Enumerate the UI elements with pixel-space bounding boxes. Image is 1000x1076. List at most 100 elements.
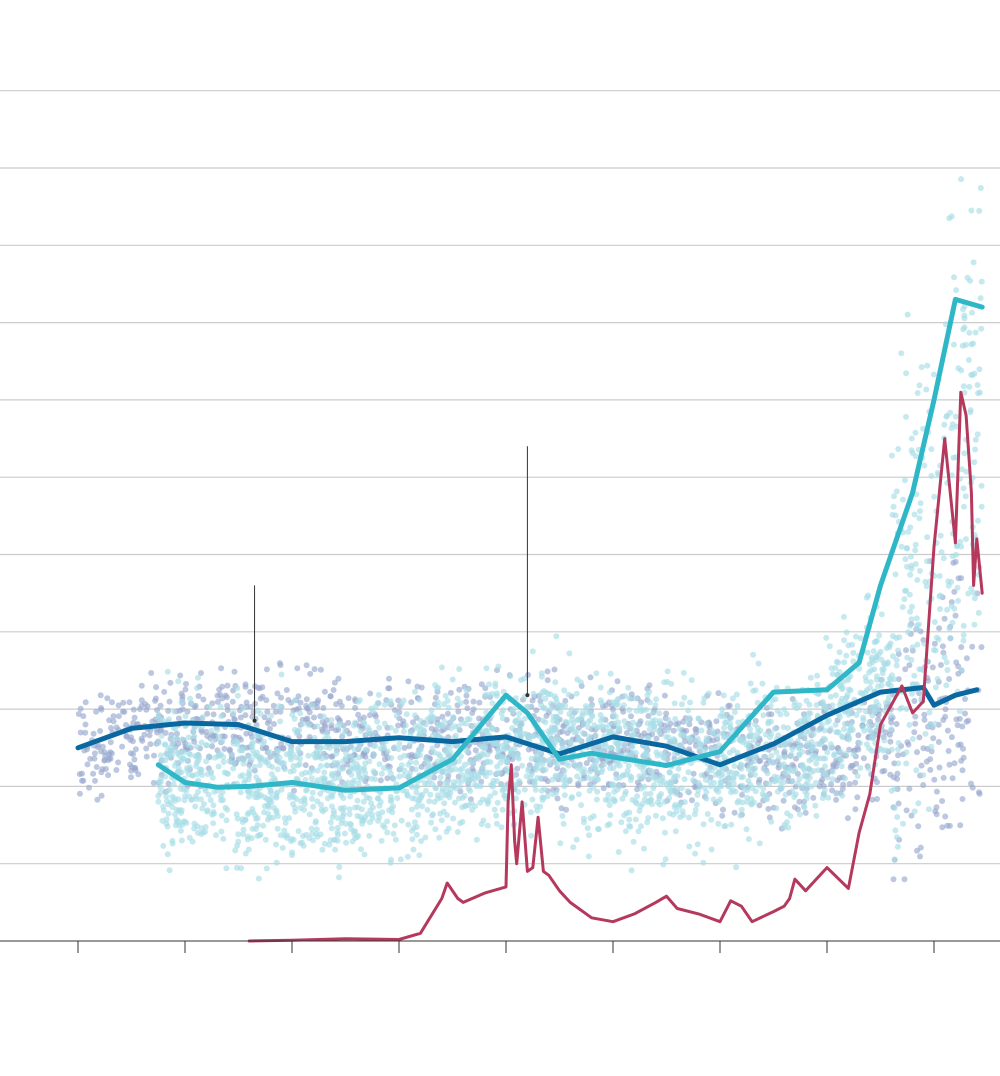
scatter-point-cloud_b bbox=[313, 826, 320, 833]
scatter-point-cloud_b bbox=[430, 811, 436, 818]
scatter-point-cloud_b bbox=[324, 795, 331, 802]
scatter-point-cloud_b bbox=[240, 756, 247, 763]
scatter-point-cloud_b bbox=[253, 826, 259, 832]
scatter-point-cloud_a bbox=[132, 746, 139, 753]
scatter-point-cloud_b bbox=[618, 819, 625, 826]
scatter-point-cloud_b bbox=[928, 743, 935, 750]
scatter-point-cloud_b bbox=[564, 725, 571, 732]
scatter-point-cloud_b bbox=[309, 789, 316, 796]
scatter-point-cloud_b bbox=[561, 792, 568, 799]
scatter-point-cloud_b bbox=[314, 767, 321, 774]
scatter-point-cloud_b bbox=[499, 715, 506, 722]
scatter-point-cloud_a bbox=[138, 682, 145, 689]
scatter-point-cloud_a bbox=[92, 777, 98, 784]
scatter-point-cloud_b bbox=[913, 615, 920, 622]
scatter-point-cloud_b bbox=[584, 825, 591, 832]
scatter-point-cloud_b bbox=[434, 685, 441, 692]
scatter-point-cloud_b bbox=[661, 798, 668, 805]
scatter-point-cloud_b bbox=[971, 621, 978, 628]
scatter-point-cloud_a bbox=[274, 690, 281, 697]
scatter-point-cloud_b bbox=[625, 684, 632, 691]
scatter-point-cloud_b bbox=[602, 796, 609, 803]
scatter-point-cloud_b bbox=[384, 829, 391, 836]
scatter-point-cloud_b bbox=[932, 647, 939, 654]
scatter-point-cloud_a bbox=[391, 707, 398, 713]
scatter-point-cloud_b bbox=[388, 755, 395, 761]
scatter-point-cloud_a bbox=[75, 711, 82, 717]
scatter-point-cloud_b bbox=[274, 748, 281, 755]
scatter-point-cloud_b bbox=[160, 807, 167, 814]
scatter-point-cloud_b bbox=[635, 828, 642, 835]
scatter-point-cloud_a bbox=[270, 702, 277, 709]
scatter-point-cloud_a bbox=[887, 738, 894, 745]
scatter-point-cloud_a bbox=[247, 688, 254, 695]
scatter-point-cloud_b bbox=[390, 776, 397, 783]
scatter-point-cloud_a bbox=[960, 745, 966, 752]
scatter-point-cloud_b bbox=[268, 794, 275, 801]
scatter-point-cloud_a bbox=[182, 686, 189, 693]
scatter-point-cloud_b bbox=[204, 808, 210, 815]
scatter-point-cloud_b bbox=[342, 728, 349, 735]
scatter-point-cloud_b bbox=[822, 755, 829, 762]
scatter-point-cloud_b bbox=[664, 727, 671, 734]
scatter-point-cloud_a bbox=[90, 770, 97, 777]
scatter-point-cloud_b bbox=[230, 765, 237, 772]
scatter-point-cloud_b bbox=[511, 745, 518, 752]
scatter-point-cloud_b bbox=[417, 746, 424, 753]
scatter-point-cloud_b bbox=[751, 771, 758, 778]
scatter-point-cloud_b bbox=[828, 744, 835, 751]
scatter-point-cloud_b bbox=[208, 727, 215, 734]
scatter-point-cloud_b bbox=[230, 709, 237, 716]
scatter-point-cloud_b bbox=[899, 496, 906, 503]
scatter-point-cloud_b bbox=[265, 811, 272, 817]
scatter-point-cloud_b bbox=[289, 852, 296, 859]
scatter-point-cloud_b bbox=[347, 742, 354, 749]
scatter-point-cloud_b bbox=[301, 797, 308, 804]
scatter-point-cloud_b bbox=[321, 769, 328, 776]
scatter-point-cloud_b bbox=[880, 666, 887, 673]
scatter-point-cloud_b bbox=[766, 780, 773, 787]
scatter-point-cloud_a bbox=[558, 805, 565, 812]
scatter-point-cloud_b bbox=[643, 745, 650, 752]
scatter-point-cloud_b bbox=[924, 558, 930, 565]
scatter-point-cloud_b bbox=[814, 741, 821, 748]
scatter-point-cloud_b bbox=[862, 708, 869, 715]
scatter-point-cloud_b bbox=[366, 758, 373, 765]
scatter-point-cloud_b bbox=[752, 721, 759, 728]
scatter-point-cloud_b bbox=[255, 875, 262, 882]
scatter-point-cloud_b bbox=[329, 814, 336, 820]
scatter-point-cloud_b bbox=[281, 766, 288, 773]
scatter-point-cloud_a bbox=[252, 700, 259, 707]
scatter-point-cloud_b bbox=[337, 805, 344, 812]
scatter-point-cloud_b bbox=[873, 637, 880, 644]
scatter-point-cloud_a bbox=[906, 662, 913, 669]
scatter-point-cloud_a bbox=[472, 747, 479, 754]
scatter-point-cloud_b bbox=[691, 811, 698, 818]
scatter-point-cloud_b bbox=[912, 453, 919, 460]
scatter-point-cloud_b bbox=[744, 794, 751, 801]
scatter-point-cloud_b bbox=[888, 452, 895, 459]
scatter-point-cloud_b bbox=[435, 703, 442, 710]
scatter-point-cloud_b bbox=[568, 706, 575, 713]
scatter-point-cloud_b bbox=[760, 785, 767, 792]
scatter-point-cloud_b bbox=[240, 705, 247, 712]
scatter-point-cloud_b bbox=[182, 713, 189, 720]
scatter-point-cloud_b bbox=[396, 773, 403, 780]
scatter-point-cloud_b bbox=[257, 762, 263, 768]
scatter-point-cloud_b bbox=[320, 713, 327, 720]
scatter-point-cloud_a bbox=[252, 683, 259, 690]
scatter-point-cloud_a bbox=[620, 708, 627, 715]
scatter-point-cloud_b bbox=[835, 659, 842, 666]
scatter-point-cloud_b bbox=[835, 729, 842, 736]
scatter-point-cloud_b bbox=[978, 482, 985, 489]
scatter-point-cloud_b bbox=[178, 699, 185, 706]
scatter-point-cloud_b bbox=[795, 780, 801, 787]
scatter-point-cloud_b bbox=[381, 765, 387, 772]
scatter-point-cloud_b bbox=[560, 820, 567, 827]
scatter-point-cloud_b bbox=[675, 765, 682, 772]
scatter-point-cloud_b bbox=[726, 749, 733, 756]
scatter-point-cloud_b bbox=[680, 669, 687, 676]
scatter-point-cloud_a bbox=[143, 745, 150, 752]
scatter-point-cloud_a bbox=[345, 695, 352, 702]
scatter-point-cloud_b bbox=[759, 680, 766, 687]
